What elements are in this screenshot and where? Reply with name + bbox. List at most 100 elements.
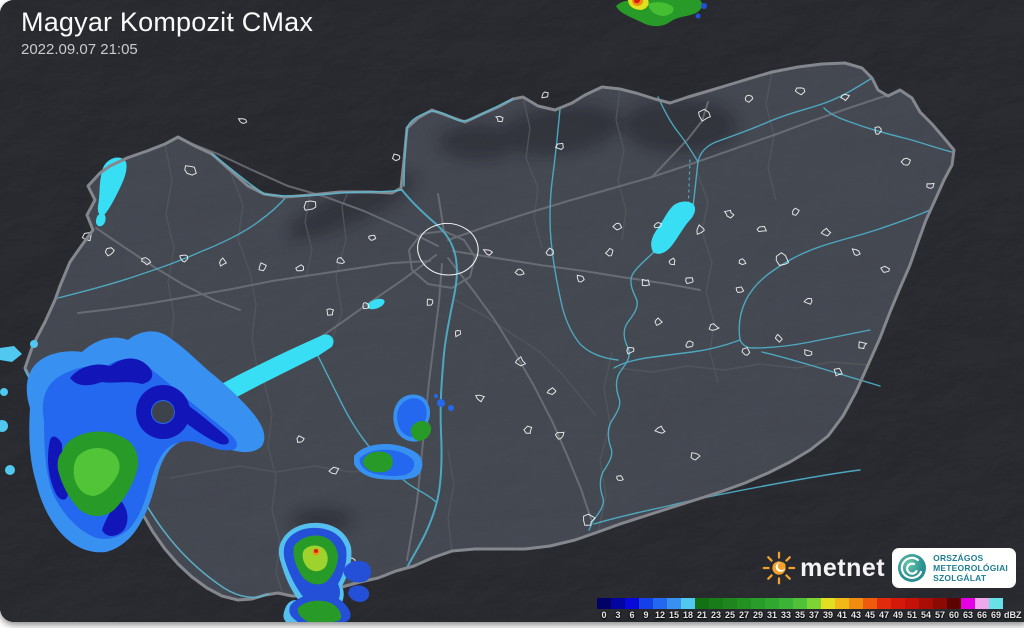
lake-tisza — [651, 201, 696, 254]
city-outline — [851, 248, 861, 256]
colorbar-tick-label: 6 — [629, 610, 635, 620]
colorbar-swatch — [793, 598, 807, 609]
colorbar-labels: 0 3 6 9 12 15 18 21 23 25 27 29 31 33 35 37 39 41 43 45 47 49… — [597, 610, 1003, 620]
city-outline — [514, 268, 525, 276]
city-outline — [804, 349, 813, 357]
city-outline — [546, 387, 557, 396]
city-outline — [237, 118, 248, 124]
city-outline — [756, 225, 768, 233]
city-outline — [104, 247, 115, 257]
colorbar-swatch — [737, 598, 751, 609]
city-outline — [858, 341, 868, 350]
colorbar-swatch — [975, 598, 989, 609]
colorbar-swatch — [919, 598, 933, 609]
city-outline — [641, 278, 651, 287]
city-outline — [803, 297, 813, 305]
city-outline — [685, 277, 694, 285]
radar-echo-north — [616, 0, 707, 27]
city-outline — [514, 355, 527, 367]
colorbar-tick-label: 21 — [696, 610, 707, 620]
colorbar-swatch — [709, 598, 723, 609]
lake-velence — [367, 298, 385, 310]
colorbar-tick-label: 23 — [710, 610, 721, 620]
colorbar-tick-label: 45 — [864, 610, 875, 620]
city-outline — [258, 262, 267, 272]
city-outline — [583, 513, 596, 526]
colorbar-tick-label: 51 — [906, 610, 917, 620]
colorbar-tick-label: 15 — [668, 610, 679, 620]
colorbar-swatches — [597, 598, 1022, 609]
colorbar-swatch — [891, 598, 905, 609]
colorbar-tick-label: 25 — [724, 610, 735, 620]
colorbar-swatch — [961, 598, 975, 609]
city-outline — [612, 222, 623, 231]
omsz-spiral-icon — [898, 554, 927, 582]
city-outline — [820, 227, 832, 237]
city-outline — [723, 209, 735, 219]
colorbar-tick-label: 43 — [850, 610, 861, 620]
colorbar-swatch — [751, 598, 765, 609]
city-outline — [880, 265, 890, 273]
colorbar-swatch — [807, 598, 821, 609]
colorbar-swatch — [863, 598, 877, 609]
city-outline — [295, 264, 304, 272]
radar-echo-central — [354, 394, 454, 480]
colorbar-tick-label: 54 — [920, 610, 931, 620]
city-outline — [545, 247, 555, 256]
city-outline — [738, 258, 747, 266]
page-title: Magyar Kompozit CMax — [21, 7, 314, 37]
colorbar-tick-label: 0 — [601, 610, 607, 620]
colorbar-swatch — [877, 598, 891, 609]
city-outline — [141, 257, 152, 266]
city-outline — [792, 207, 800, 216]
city-outline — [554, 431, 565, 440]
city-outline — [391, 153, 401, 162]
city-outline — [668, 257, 676, 266]
colorbar-swatch — [765, 598, 779, 609]
colorbar-tick-label: 33 — [780, 610, 791, 620]
city-outline — [900, 157, 912, 166]
colorbar-swatch — [779, 598, 793, 609]
radar-echo-southwest — [0, 331, 265, 553]
colorbar-unit: dBZ — [1004, 610, 1022, 620]
danube-river — [401, 189, 458, 569]
city-outline — [523, 425, 533, 434]
colorbar-swatch — [681, 598, 695, 609]
city-outline — [654, 425, 666, 434]
city-outline — [775, 252, 790, 266]
city-outline — [219, 257, 228, 267]
city-outline — [296, 435, 305, 443]
colorbar-tick-label: 27 — [738, 610, 749, 620]
colorbar-tick-label: 41 — [836, 610, 847, 620]
metnet-logo[interactable]: metnet — [760, 549, 885, 587]
omsz-text: ORSZÁGOS METEOROLÓGIAI SZOLGÁLAT — [933, 553, 1008, 583]
colorbar-tick-label: 9 — [643, 610, 649, 620]
colorbar-tick-label: 60 — [948, 610, 959, 620]
colorbar-swatch — [639, 598, 653, 609]
city-outline — [336, 257, 346, 265]
colorbar-swatch — [723, 598, 737, 609]
colorbar-tick-label: 57 — [934, 610, 945, 620]
city-outline — [482, 249, 494, 256]
colorbar-tick-label: 69 — [990, 610, 1001, 620]
city-outline — [926, 182, 935, 189]
city-outline — [604, 247, 614, 257]
colorbar-swatch — [597, 598, 611, 609]
hungary-border — [23, 61, 956, 602]
sun-icon — [762, 551, 796, 585]
colorbar-swatch — [821, 598, 835, 609]
city-outline — [368, 234, 377, 241]
omsz-logo[interactable]: ORSZÁGOS METEOROLÓGIAI SZOLGÁLAT — [892, 548, 1016, 588]
colorbar-swatch — [849, 598, 863, 609]
city-outline — [690, 452, 701, 461]
radar-echo-south — [278, 522, 372, 622]
city-outline — [326, 308, 335, 316]
city-outline — [698, 108, 712, 122]
colorbar-swatch — [989, 598, 1003, 609]
colorbar-tick-label: 63 — [962, 610, 973, 620]
city-outline — [685, 340, 694, 348]
colorbar-swatch — [653, 598, 667, 609]
city-outline — [794, 87, 806, 96]
city-outline — [303, 200, 317, 211]
colorbar-tick-label: 66 — [976, 610, 987, 620]
